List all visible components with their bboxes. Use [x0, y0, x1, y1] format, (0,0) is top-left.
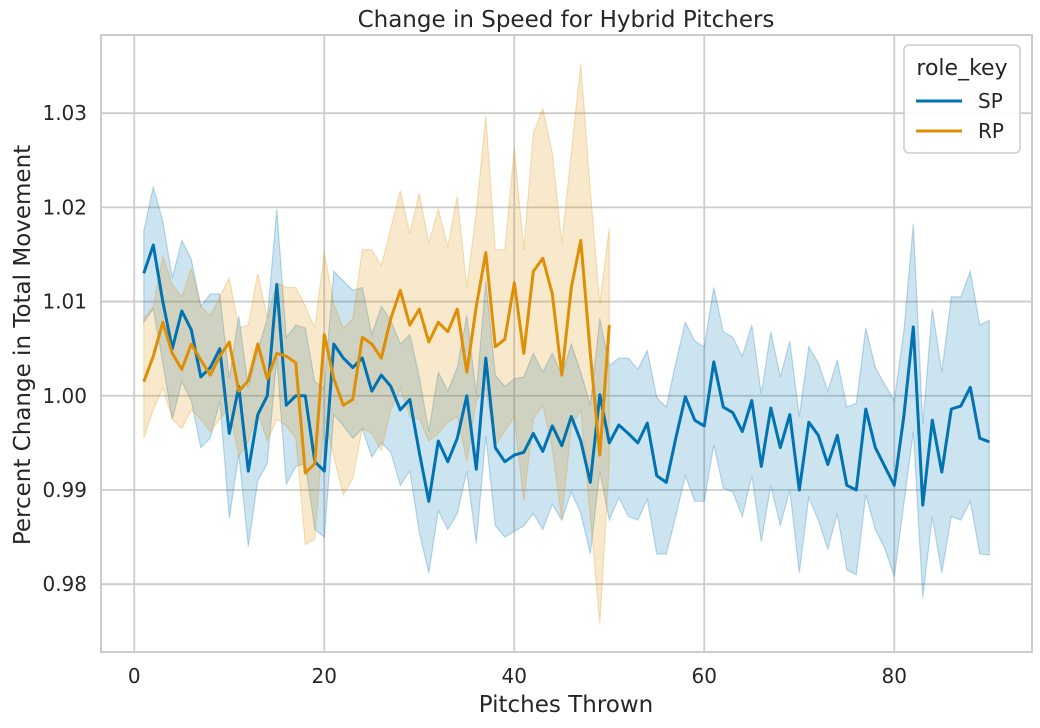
y-tick-label: 1.03 — [42, 101, 87, 125]
x-tick-label: 80 — [882, 664, 907, 688]
ci-band-sp — [143, 186, 990, 598]
series-lines — [142, 238, 990, 507]
y-tick-labels: 0.98 0.99 1.00 1.01 1.02 1.03 — [42, 101, 87, 596]
legend-box — [903, 44, 1021, 154]
x-tick-label: 0 — [128, 664, 141, 688]
ci-band-rp — [143, 64, 610, 624]
legend-label-rp: RP — [978, 119, 1004, 143]
y-tick-label: 0.98 — [42, 572, 87, 596]
y-axis-label: Percent Change in Total Movement — [10, 145, 36, 545]
legend: role_key SP RP — [903, 44, 1021, 154]
x-tick-labels: 0 20 40 60 80 — [128, 664, 907, 688]
y-tick-label: 1.00 — [42, 384, 87, 408]
x-tick-label: 20 — [312, 664, 337, 688]
legend-title: role_key — [916, 56, 1007, 81]
y-tick-label: 1.01 — [42, 290, 87, 314]
series-line-rp — [142, 238, 611, 475]
plot-frame — [100, 34, 1033, 653]
x-tick-label: 40 — [502, 664, 527, 688]
confidence-bands — [143, 64, 990, 624]
legend-label-sp: SP — [978, 89, 1003, 113]
series-line-sp — [142, 243, 990, 507]
y-tick-label: 1.02 — [42, 195, 87, 219]
chart-title: Change in Speed for Hybrid Pitchers — [358, 7, 775, 33]
y-tick-label: 0.99 — [42, 478, 87, 502]
x-tick-label: 60 — [692, 664, 717, 688]
x-axis-label: Pitches Thrown — [479, 692, 653, 718]
